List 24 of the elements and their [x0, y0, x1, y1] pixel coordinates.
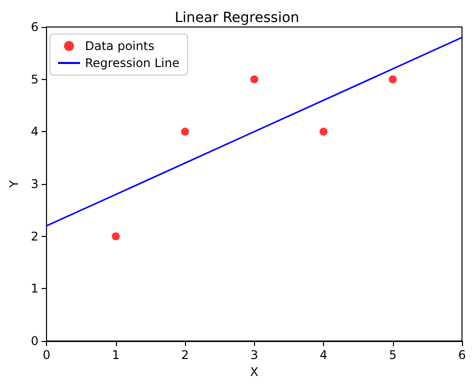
y-tick-label: 5: [30, 72, 39, 86]
x-tick-label: 1: [112, 348, 120, 362]
point: [112, 232, 120, 240]
y-tick-label: 1: [30, 282, 39, 296]
y-tick-label: 6: [30, 20, 39, 34]
chart-title: Linear Regression: [174, 10, 300, 26]
point: [388, 75, 397, 84]
y-tick-label: 4: [30, 124, 39, 139]
x-tick-label: 2: [181, 348, 189, 362]
x-axis-title: X: [250, 364, 258, 379]
y-tick-label: 3: [30, 177, 39, 191]
x-tick-label: 3: [250, 348, 258, 362]
x-tick-label: 6: [458, 348, 466, 362]
point: [250, 75, 258, 84]
y-axis-title: Y: [7, 180, 21, 189]
legend-label: Data points: [85, 39, 154, 53]
y-tick-label: 0: [30, 334, 39, 348]
point: [320, 128, 328, 136]
legend-label: Regression Line: [85, 56, 180, 70]
x-tick-label: 0: [42, 348, 50, 362]
point: [181, 128, 190, 136]
x-tick-label: 4: [320, 348, 328, 362]
y-tick-label: 2: [30, 229, 39, 244]
x-tick-label: 5: [388, 348, 397, 362]
